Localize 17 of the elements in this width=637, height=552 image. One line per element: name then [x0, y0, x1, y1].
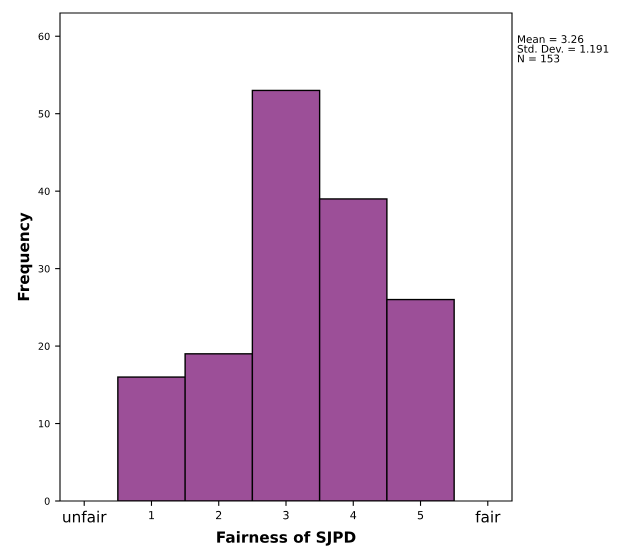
- y-tick-label: 0: [44, 497, 50, 505]
- y-tick-label: 60: [38, 32, 50, 40]
- x-axis-title: Fairness of SJPD: [217, 531, 356, 546]
- text: Mean = 3.26 Std. Dev. = 1.191 N = 153: [518, 35, 608, 62]
- y-tick-label: 10: [38, 420, 50, 428]
- x-tick-label: unfair: [63, 510, 107, 523]
- y-tick-label: 40: [38, 188, 50, 195]
- y-tick-label: 50: [38, 110, 50, 118]
- x-tick-label: 4: [350, 511, 356, 520]
- x-tick-label: 1: [149, 511, 154, 520]
- x-tick-label: 5: [418, 511, 424, 520]
- y-tick-label: 20: [38, 342, 50, 350]
- y-tick-label: 30: [38, 265, 50, 272]
- x-tick-label: 3: [283, 510, 289, 520]
- x-tick-label: fair: [476, 510, 500, 523]
- y-axis-title: Frequency: [18, 212, 32, 300]
- x-tick-label: 2: [216, 510, 222, 520]
